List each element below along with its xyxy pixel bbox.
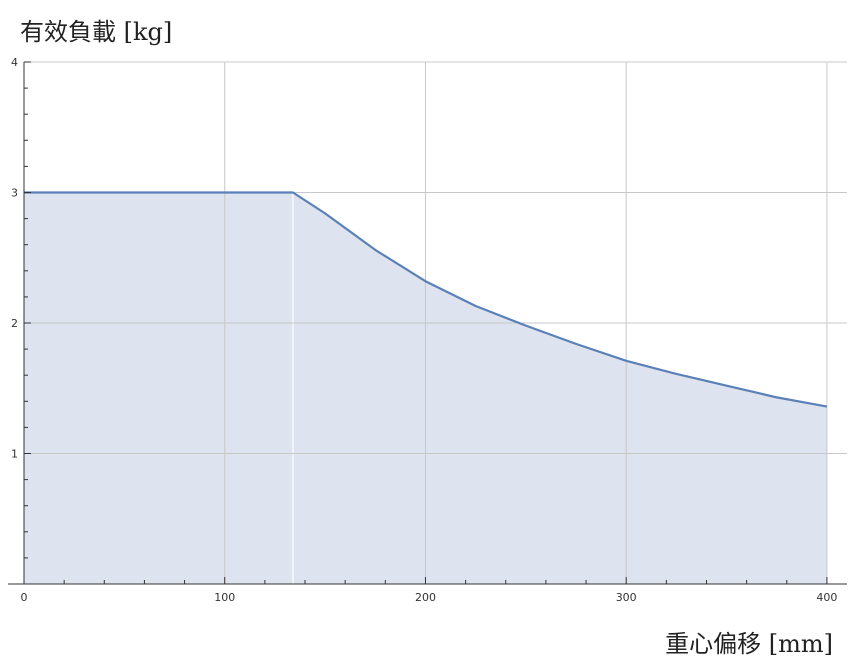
series-line [24,191,828,408]
x-tick-label: 0 [21,591,28,604]
y-tick-label: 4 [11,56,18,69]
x-tick-label: 400 [816,591,837,604]
y-axis-title: 有效負載 [kg] [20,18,173,46]
x-tick-label: 100 [214,591,235,604]
y-tick-label: 2 [11,317,18,330]
y-tick-label: 3 [11,187,18,200]
x-tick-label: 200 [415,591,436,604]
y-tick-label: 1 [11,448,18,461]
x-axis-title: 重心偏移 [mm] [665,630,833,658]
x-tick-label: 300 [616,591,637,604]
